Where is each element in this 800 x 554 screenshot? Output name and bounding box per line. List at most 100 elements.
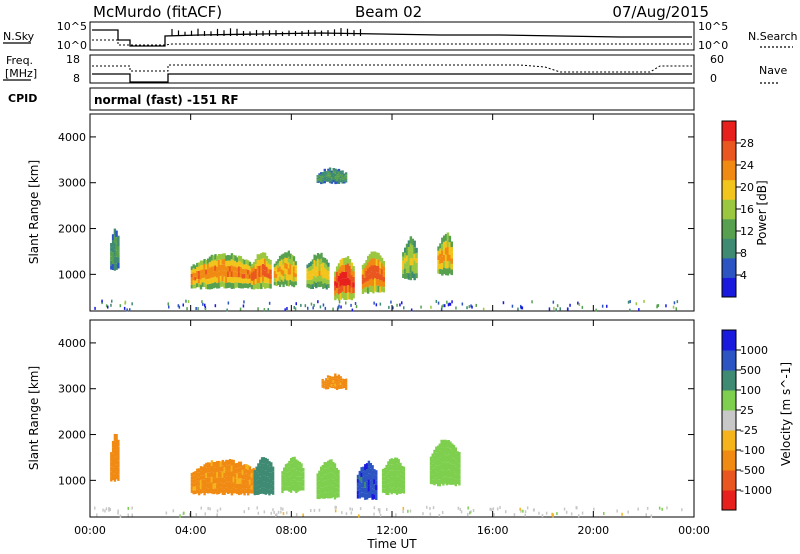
speckle-cell	[312, 306, 314, 310]
speckle-cell	[482, 307, 485, 311]
echo-cell	[247, 274, 250, 279]
echo-cell	[441, 263, 444, 270]
echo-cell	[205, 259, 208, 265]
speckle-cell	[340, 305, 342, 309]
echo-cell	[346, 256, 350, 264]
echo-cell	[323, 480, 326, 487]
echo-cell	[223, 483, 226, 490]
echo-cell	[377, 285, 380, 293]
echo-cell	[330, 382, 333, 385]
echo-cell	[196, 271, 199, 275]
echo-cell	[439, 253, 442, 259]
echo-cell	[203, 273, 206, 278]
echo-cell	[117, 257, 120, 263]
echo-cell	[241, 283, 244, 289]
echo-cell	[190, 270, 194, 274]
speckle-cell	[513, 513, 516, 517]
echo-cell	[223, 264, 226, 271]
echo-cell	[269, 283, 272, 289]
speckle-cell	[493, 513, 495, 517]
speckle-cell	[202, 302, 204, 306]
echo-cell	[237, 255, 241, 262]
echo-cell	[280, 259, 283, 265]
colorbar-swatch	[722, 121, 736, 142]
echo-cell	[362, 482, 365, 488]
speckle-cell	[432, 506, 435, 510]
echo-cell	[254, 283, 258, 289]
echo-cell	[311, 279, 314, 284]
echo-cell	[248, 484, 252, 489]
echo-cell	[356, 474, 360, 479]
speckle-cell	[593, 507, 595, 511]
echo-cell	[429, 474, 433, 480]
echo-cell	[337, 374, 341, 377]
echo-cell	[456, 467, 459, 473]
echo-cell	[239, 272, 243, 278]
echo-cell	[245, 264, 248, 269]
echo-cell	[262, 487, 266, 495]
echo-cell	[236, 468, 239, 474]
echo-cell	[415, 268, 418, 274]
echo-cell	[295, 476, 298, 482]
echo-cell	[444, 268, 448, 276]
echo-cell	[381, 484, 385, 489]
speckle-cell	[532, 508, 535, 512]
echo-cell	[397, 487, 400, 494]
speckle-cell	[460, 510, 463, 514]
echo-cell	[375, 272, 378, 279]
echo-cell	[451, 471, 454, 478]
speckle-cell	[104, 509, 106, 513]
echo-cell	[411, 271, 414, 278]
echo-cell	[298, 466, 301, 472]
echo-cell	[294, 273, 297, 278]
speckle-cell	[675, 307, 677, 311]
echo-cell	[328, 383, 332, 386]
speckle-cell	[395, 513, 397, 517]
echo-cell	[325, 176, 328, 179]
echo-cell	[243, 479, 246, 485]
echo-cell	[328, 491, 331, 499]
echo-cell	[266, 488, 269, 494]
echo-cell	[441, 250, 444, 257]
station-title: McMurdo (fitACF)	[93, 3, 222, 21]
echo-cell	[433, 449, 436, 456]
echo-cell	[251, 285, 254, 290]
echo-cell	[199, 479, 203, 485]
echo-cell	[330, 485, 333, 492]
echo-cell	[448, 267, 452, 274]
echo-cell	[192, 479, 195, 484]
y-tick-label: 4000	[58, 337, 86, 350]
echo-cell	[245, 478, 248, 484]
echo-cell	[375, 279, 378, 286]
echo-cell	[225, 277, 228, 283]
echo-cell	[402, 273, 405, 278]
echo-cell	[320, 252, 323, 259]
echo-cell	[330, 170, 334, 173]
echo-cell	[111, 264, 115, 270]
echo-cell	[237, 483, 241, 490]
speckle-cell	[247, 507, 250, 511]
echo-cell	[323, 380, 326, 382]
echo-cell	[288, 460, 291, 466]
echo-cell	[367, 466, 371, 474]
echo-cell	[413, 267, 416, 274]
echo-cell	[260, 271, 263, 278]
speckle-cell	[410, 308, 413, 312]
echo-cell	[241, 488, 244, 494]
echo-cell	[372, 272, 375, 280]
speckle-cell	[349, 507, 351, 511]
echo-cell	[401, 484, 404, 489]
echo-cell	[201, 475, 204, 480]
echo-cell	[442, 455, 445, 463]
echo-cell	[236, 267, 239, 273]
echo-cell	[115, 471, 118, 480]
echo-cell	[271, 490, 275, 495]
echo-cell	[334, 173, 337, 177]
echo-cell	[337, 275, 341, 282]
echo-cell	[194, 474, 197, 479]
echo-cell	[225, 487, 228, 493]
echo-cell	[291, 260, 294, 266]
echo-cell	[382, 271, 385, 277]
echo-cell	[441, 256, 444, 263]
